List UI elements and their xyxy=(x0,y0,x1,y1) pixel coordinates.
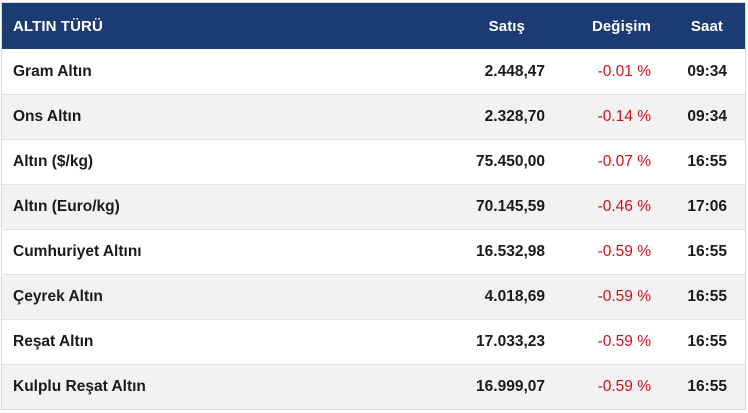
table-header: ALTIN TÜRÜ Satış Değişim Saat xyxy=(2,3,745,49)
gold-name[interactable]: Ons Altın xyxy=(13,108,82,125)
table-row[interactable]: Altın (Euro/kg) 70.145,59 -0.46 % 17:06 xyxy=(2,184,745,229)
change-value: -0.59 % xyxy=(597,243,651,260)
change-value: -0.07 % xyxy=(597,153,651,170)
change-value: -0.46 % xyxy=(597,198,651,215)
update-time: 17:06 xyxy=(687,198,727,215)
change-value: -0.59 % xyxy=(597,288,651,305)
table-row[interactable]: Kulplu Reşat Altın 16.999,07 -0.59 % 16:… xyxy=(2,364,745,409)
sell-price: 17.033,23 xyxy=(476,333,545,350)
sell-price: 70.145,59 xyxy=(476,198,545,215)
sell-price: 2.328,70 xyxy=(484,108,545,125)
sell-price: 4.018,69 xyxy=(484,288,545,305)
sell-price: 16.999,07 xyxy=(476,378,545,395)
change-value: -0.01 % xyxy=(597,62,651,80)
gold-name[interactable]: Altın ($/kg) xyxy=(13,153,94,170)
update-time: 09:34 xyxy=(687,62,727,80)
gold-name[interactable]: Altın (Euro/kg) xyxy=(13,198,120,215)
change-value: -0.14 % xyxy=(597,108,651,125)
header-sell-price[interactable]: Satış xyxy=(488,17,525,35)
table-row[interactable]: Ons Altın 2.328,70 -0.14 % 09:34 xyxy=(2,94,745,139)
change-value: -0.59 % xyxy=(597,378,651,395)
change-value: -0.59 % xyxy=(597,333,651,350)
table-row[interactable]: Altın ($/kg) 75.450,00 -0.07 % 16:55 xyxy=(2,139,745,184)
header-change[interactable]: Değişim xyxy=(591,17,651,35)
table-row[interactable]: Reşat Altın 17.033,23 -0.59 % 16:55 xyxy=(2,319,745,364)
table-row[interactable]: Gram Altın 2.448,47 -0.01 % 09:34 xyxy=(2,49,745,94)
gold-name[interactable]: Çeyrek Altın xyxy=(13,288,103,305)
header-gold-type[interactable]: ALTIN TÜRÜ xyxy=(13,17,103,35)
header-time[interactable]: Saat xyxy=(690,17,723,35)
sell-price: 2.448,47 xyxy=(484,62,545,80)
gold-name[interactable]: Cumhuriyet Altını xyxy=(13,243,142,260)
update-time: 16:55 xyxy=(687,153,727,170)
table-row[interactable]: Cumhuriyet Altını 16.532,98 -0.59 % 16:5… xyxy=(2,229,745,274)
gold-name[interactable]: Gram Altın xyxy=(13,62,92,80)
gold-name[interactable]: Reşat Altın xyxy=(13,333,94,350)
update-time: 09:34 xyxy=(687,108,727,125)
table-row[interactable]: Çeyrek Altın 4.018,69 -0.59 % 16:55 xyxy=(2,274,745,319)
update-time: 16:55 xyxy=(687,378,727,395)
sell-price: 75.450,00 xyxy=(476,153,545,170)
update-time: 16:55 xyxy=(687,333,727,350)
sell-price: 16.532,98 xyxy=(476,243,545,260)
gold-name[interactable]: Kulplu Reşat Altın xyxy=(13,378,146,395)
update-time: 16:55 xyxy=(687,288,727,305)
update-time: 16:55 xyxy=(687,243,727,260)
